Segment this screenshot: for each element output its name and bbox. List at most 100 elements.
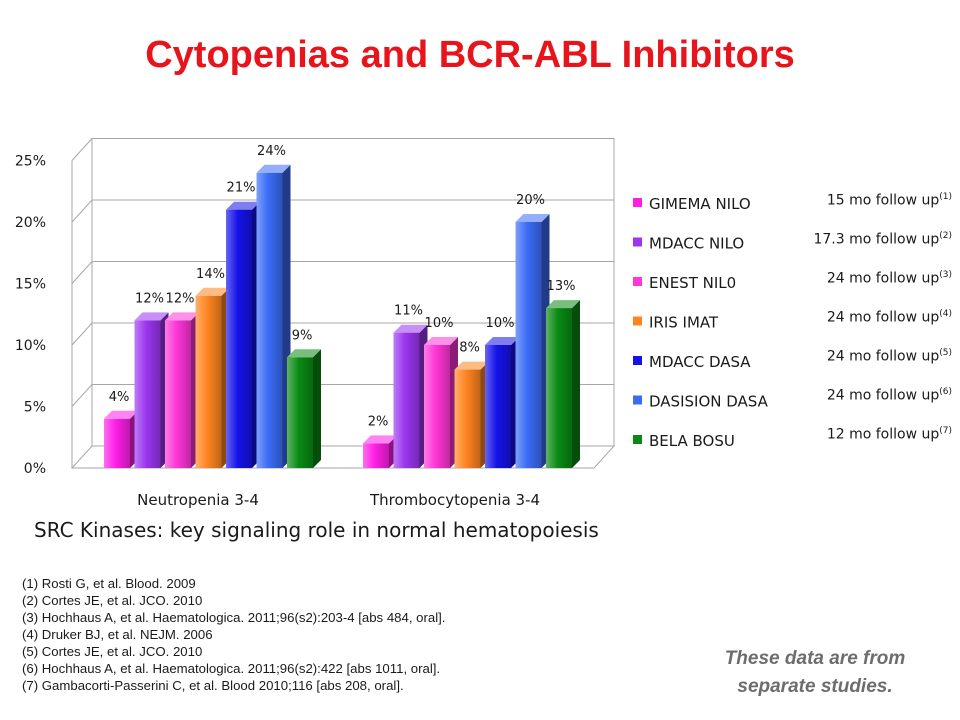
bar xyxy=(165,320,191,468)
follow-up-text: 15 mo follow up xyxy=(826,192,940,209)
follow-up-note: 24 mo follow up(3) xyxy=(800,270,952,287)
y-tick-label: 10% xyxy=(15,338,46,354)
data-label: 24% xyxy=(257,144,286,159)
bar-top xyxy=(134,312,169,321)
bar xyxy=(546,308,572,468)
data-label: 21% xyxy=(227,181,256,196)
data-label: 11% xyxy=(394,304,423,319)
bar xyxy=(134,320,161,468)
follow-up-text: 12 mo follow up xyxy=(826,426,940,443)
bar-top xyxy=(485,337,519,345)
follow-up-ref: (5) xyxy=(939,348,952,358)
reference-list: (1) Rosti G, et al. Blood. 2009 (2) Cort… xyxy=(22,575,445,694)
y-tick-label: 25% xyxy=(15,154,46,170)
data-label: 2% xyxy=(368,414,389,429)
note-line: separate studies. xyxy=(737,676,893,697)
bar xyxy=(485,345,511,468)
bar xyxy=(104,418,130,468)
follow-up-text: 24 mo follow up xyxy=(826,309,940,326)
reference-item: (7) Gambacorti-Passerini C, et al. Blood… xyxy=(22,678,404,693)
reference-item: (2) Cortes JE, et al. JCO. 2010 xyxy=(22,593,203,608)
follow-up-note: 12 mo follow up(7) xyxy=(800,426,952,443)
follow-up-note: 17.3 mo follow up(2) xyxy=(800,231,952,248)
reference-item: (4) Druker BJ, et al. NEJM. 2006 xyxy=(22,627,213,642)
bar-side xyxy=(313,349,321,468)
bar xyxy=(363,443,389,468)
follow-up-ref: (6) xyxy=(939,387,952,397)
note-line: These data are from xyxy=(724,648,906,669)
bar-chart: 0% 5% 10% 15% 20% 25% 4% 2% 12% 11% 12% 10% 14% 8% 21%… xyxy=(15,138,769,509)
bar-top xyxy=(226,201,260,210)
slide-title: Cytopenias and BCR-ABL Inhibitors xyxy=(145,34,795,76)
bar-top xyxy=(515,214,550,222)
bar-side xyxy=(572,300,580,468)
legend-label: BELA BOSU xyxy=(649,432,735,450)
reference-item: (6) Hochhaus A, et al. Haematologica. 20… xyxy=(22,661,441,676)
data-label: 13% xyxy=(547,279,576,294)
legend-swatch xyxy=(633,316,642,326)
legend-swatch xyxy=(633,198,642,207)
data-label: 10% xyxy=(486,316,515,331)
follow-up-note: 24 mo follow up(4) xyxy=(800,309,952,326)
data-label: 10% xyxy=(425,316,454,331)
legend-label: GIMEMA NILO xyxy=(649,195,751,213)
legend-swatch xyxy=(633,237,642,247)
bar xyxy=(256,172,283,469)
follow-up-text: 17.3 mo follow up xyxy=(813,231,940,248)
bar xyxy=(515,222,542,468)
follow-up-ref: (2) xyxy=(939,231,952,241)
legend-swatch xyxy=(633,356,642,365)
legend-swatch xyxy=(633,277,642,286)
bar-top xyxy=(287,349,321,358)
legend-swatch xyxy=(633,395,642,405)
legend-label: MDACC NILO xyxy=(649,235,744,253)
gridline xyxy=(71,138,614,161)
legend-label: MDACC DASA xyxy=(649,353,751,371)
follow-up-ref: (7) xyxy=(939,426,952,436)
x-category-label: Neutropenia 3-4 xyxy=(137,491,259,509)
bar-top xyxy=(363,435,397,444)
bar-top xyxy=(165,312,199,321)
gridline xyxy=(71,261,614,284)
data-label: 20% xyxy=(516,193,545,208)
bar xyxy=(454,369,481,468)
data-label: 14% xyxy=(196,267,225,282)
follow-up-note: 15 mo follow up(1) xyxy=(800,192,952,209)
gridline xyxy=(71,199,614,223)
y-tick-label: 20% xyxy=(15,215,46,231)
bar-top xyxy=(104,410,138,419)
reference-item: (5) Cortes JE, et al. JCO. 2010 xyxy=(22,644,203,659)
follow-up-ref: (3) xyxy=(939,270,952,280)
bar xyxy=(424,345,450,468)
data-label: 4% xyxy=(109,390,130,405)
bar-top xyxy=(393,324,428,333)
bar xyxy=(226,209,252,468)
bar xyxy=(393,332,420,468)
legend-label: ENEST NIL0 xyxy=(649,274,736,292)
bar-top xyxy=(195,287,230,296)
follow-up-text: 24 mo follow up xyxy=(826,348,940,365)
bar-top xyxy=(454,361,489,370)
follow-up-text: 24 mo follow up xyxy=(826,387,940,404)
follow-up-note: 24 mo follow up(5) xyxy=(800,348,952,365)
legend-label: IRIS IMAT xyxy=(649,314,719,332)
bar-top xyxy=(424,337,458,345)
reference-item: (3) Hochhaus A, et al. Haematologica. 20… xyxy=(22,610,446,625)
chart-subtitle: SRC Kinases: key signaling role in norma… xyxy=(34,518,599,542)
data-label: 12% xyxy=(135,291,164,306)
data-label: 12% xyxy=(166,291,195,306)
gridline xyxy=(71,322,614,346)
bar-top xyxy=(546,300,580,309)
bar xyxy=(287,357,313,468)
data-label: 8% xyxy=(459,341,480,356)
bar xyxy=(195,295,222,468)
follow-up-note: 24 mo follow up(6) xyxy=(800,387,952,404)
separate-studies-note: These data are from separate studies. xyxy=(690,645,940,701)
data-label: 9% xyxy=(292,328,313,343)
y-tick-label: 0% xyxy=(24,461,46,477)
y-tick-label: 5% xyxy=(24,400,46,416)
follow-up-ref: (4) xyxy=(939,309,952,319)
legend-label: DASISION DASA xyxy=(649,393,769,411)
follow-up-ref: (1) xyxy=(939,192,952,202)
follow-up-text: 24 mo follow up xyxy=(826,270,940,287)
